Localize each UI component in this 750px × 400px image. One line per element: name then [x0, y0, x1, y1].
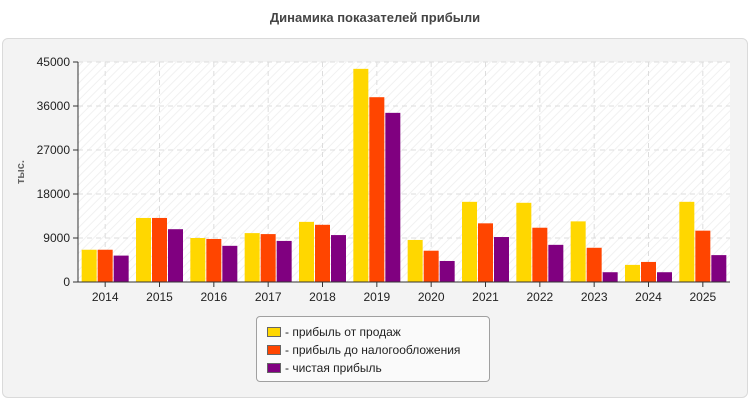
y-tick-labels: 0 9000 18000 27000 36000 45000: [37, 55, 71, 289]
bar-s1-2019: [369, 97, 385, 282]
bar-s2-2017: [276, 240, 292, 282]
x-tick-label: 2015: [146, 290, 173, 304]
legend-swatch: [267, 363, 281, 373]
legend-label: - прибыль до налогообложения: [285, 343, 461, 357]
legend-item: - чистая прибыль: [267, 359, 489, 377]
bar-s0-2020: [407, 239, 423, 282]
bar-s1-2015: [152, 217, 167, 282]
bar-s2-2021: [494, 237, 509, 282]
legend-swatch: [267, 327, 281, 337]
axes: [73, 61, 730, 287]
bar-s0-2018: [299, 221, 314, 282]
legend-item: - прибыль от продаж: [267, 323, 489, 341]
x-tick-label: 2020: [418, 290, 445, 304]
bar-s0-2023: [570, 221, 586, 282]
bar-s1-2024: [641, 261, 656, 282]
x-tick-label: 2022: [526, 290, 553, 304]
bar-s0-2016: [190, 238, 206, 282]
bar-s1-2023: [586, 247, 602, 282]
plot-area: [78, 62, 730, 282]
bar-s1-2022: [532, 227, 548, 282]
bar-s0-2019: [353, 68, 369, 282]
x-tick-label: 2017: [255, 290, 282, 304]
bar-s1-2021: [478, 223, 493, 282]
bar-s2-2018: [331, 235, 346, 282]
bar-s2-2019: [385, 112, 401, 282]
y-tick-label: 9000: [43, 231, 70, 245]
y-tick-label: 27000: [37, 143, 71, 157]
bar-s1-2016: [206, 238, 222, 282]
bar-s1-2017: [260, 234, 276, 282]
bar-s1-2018: [315, 224, 330, 282]
bar-s2-2020: [439, 260, 455, 282]
bar-s1-2025: [695, 230, 711, 282]
bar-s1-2014: [97, 249, 113, 282]
x-tick-label: 2024: [635, 290, 662, 304]
bar-s1-2020: [423, 250, 439, 282]
bar-s0-2017: [244, 233, 260, 282]
bar-s2-2015: [168, 229, 183, 282]
y-tick-label: 18000: [37, 187, 71, 201]
bar-s0-2022: [516, 202, 532, 282]
bar-s2-2014: [113, 255, 129, 282]
x-tick-label: 2021: [472, 290, 499, 304]
x-tick-label: 2016: [200, 290, 227, 304]
bar-s0-2021: [462, 201, 477, 282]
legend-label: - прибыль от продаж: [285, 325, 401, 339]
x-tick-label: 2014: [92, 290, 119, 304]
x-tick-label: 2019: [363, 290, 390, 304]
legend-item: - прибыль до налогообложения: [267, 341, 489, 359]
y-axis-label: тыс.: [15, 160, 27, 184]
bars-group: [81, 68, 727, 282]
y-tick-label: 45000: [37, 55, 71, 69]
bar-s2-2023: [602, 272, 618, 282]
bar-s2-2022: [548, 244, 564, 282]
bar-s2-2016: [222, 245, 238, 282]
bar-s2-2024: [657, 272, 672, 282]
y-tick-label: 36000: [37, 99, 71, 113]
x-tick-label: 2018: [309, 290, 336, 304]
x-tick-labels: 2014 2015 2016 2017 2018 2019 2020 2021 2022 2023…: [92, 290, 717, 304]
bar-s0-2025: [679, 201, 695, 282]
x-tick-label: 2023: [581, 290, 608, 304]
legend: - прибыль от продаж - прибыль до налогооб…: [256, 316, 490, 382]
legend-label: - чистая прибыль: [285, 361, 382, 375]
bar-s2-2025: [711, 255, 727, 282]
chart-title: Динамика показателей прибыли: [269, 10, 481, 25]
bar-s0-2024: [625, 264, 640, 282]
legend-swatch: [267, 345, 281, 355]
y-tick-label: 0: [63, 275, 70, 289]
bar-s0-2014: [81, 249, 97, 282]
bar-s0-2015: [136, 217, 151, 282]
x-tick-label: 2025: [689, 290, 716, 304]
